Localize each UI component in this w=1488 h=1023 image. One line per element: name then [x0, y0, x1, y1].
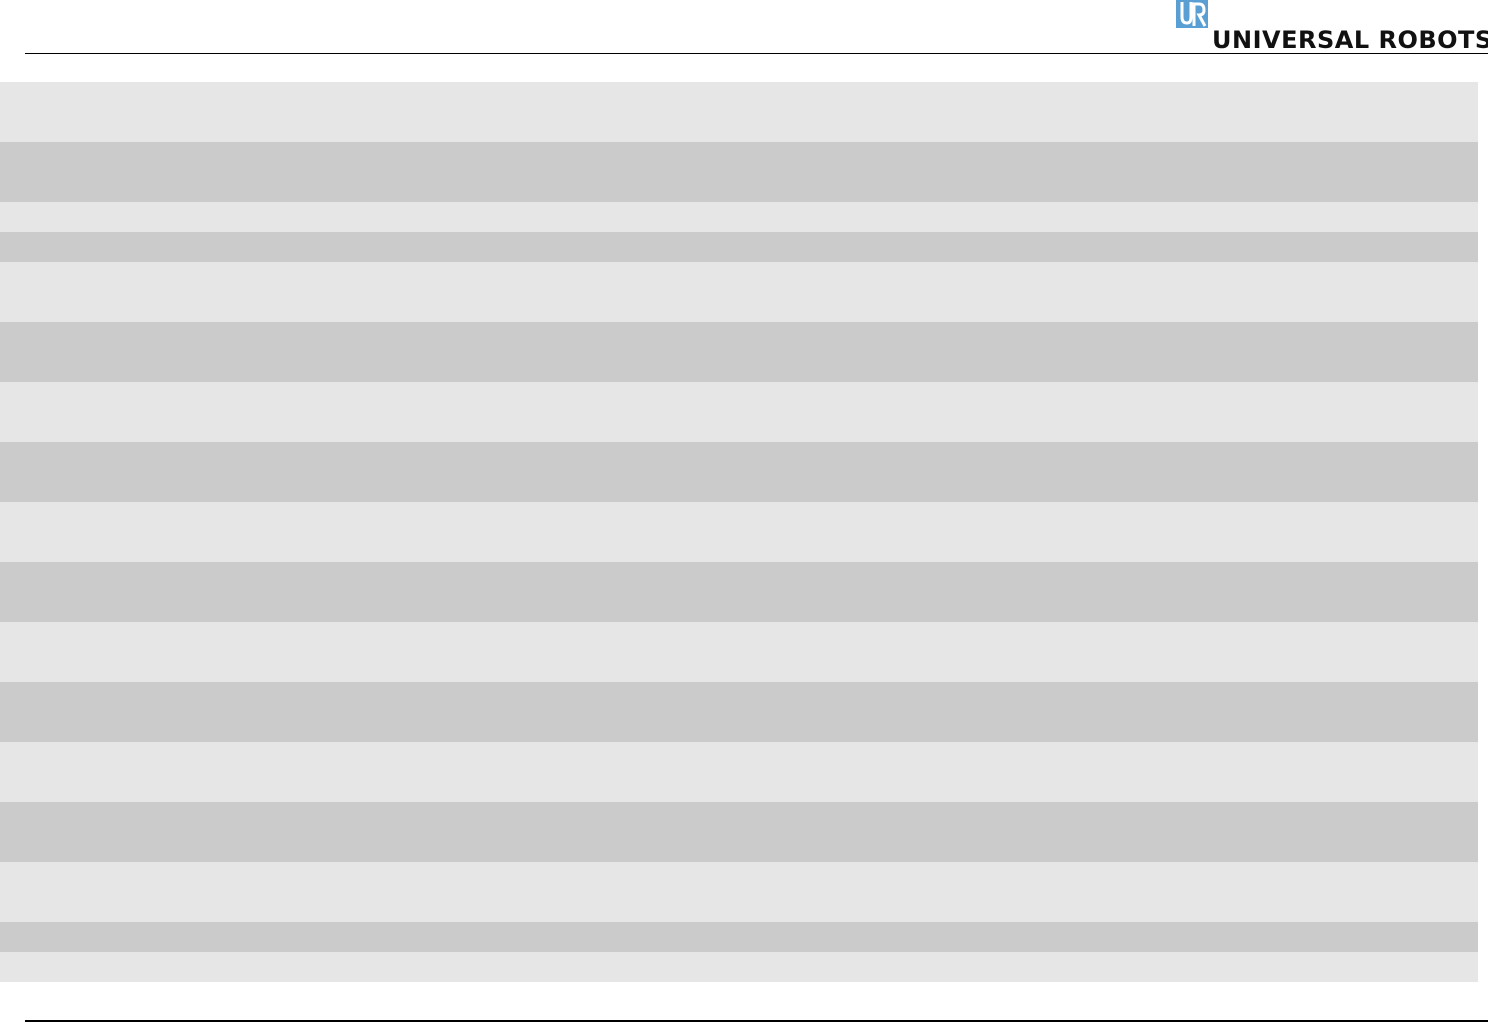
table-row — [0, 502, 1478, 562]
logo-wordmark: UNIVERSAL ROBOTS — [1212, 26, 1488, 54]
table-row — [0, 442, 1478, 502]
table-row — [0, 862, 1478, 922]
table-row — [0, 142, 1478, 202]
table-row — [0, 562, 1478, 622]
table-row — [0, 922, 1478, 952]
table-row — [0, 262, 1478, 322]
table-row — [0, 742, 1478, 802]
universal-robots-logo: UNIVERSAL ROBOTS — [1176, 0, 1488, 54]
table-row — [0, 232, 1478, 262]
table-row — [0, 82, 1478, 142]
footer-divider — [25, 1020, 1488, 1022]
table-row — [0, 802, 1478, 862]
table-row — [0, 682, 1478, 742]
table-row — [0, 322, 1478, 382]
table-row — [0, 622, 1478, 682]
table-row — [0, 202, 1478, 232]
ur-logo-icon — [1176, 0, 1208, 28]
header-divider — [25, 53, 1488, 54]
table-row — [0, 382, 1478, 442]
table-row — [0, 952, 1478, 982]
table — [0, 82, 1478, 982]
